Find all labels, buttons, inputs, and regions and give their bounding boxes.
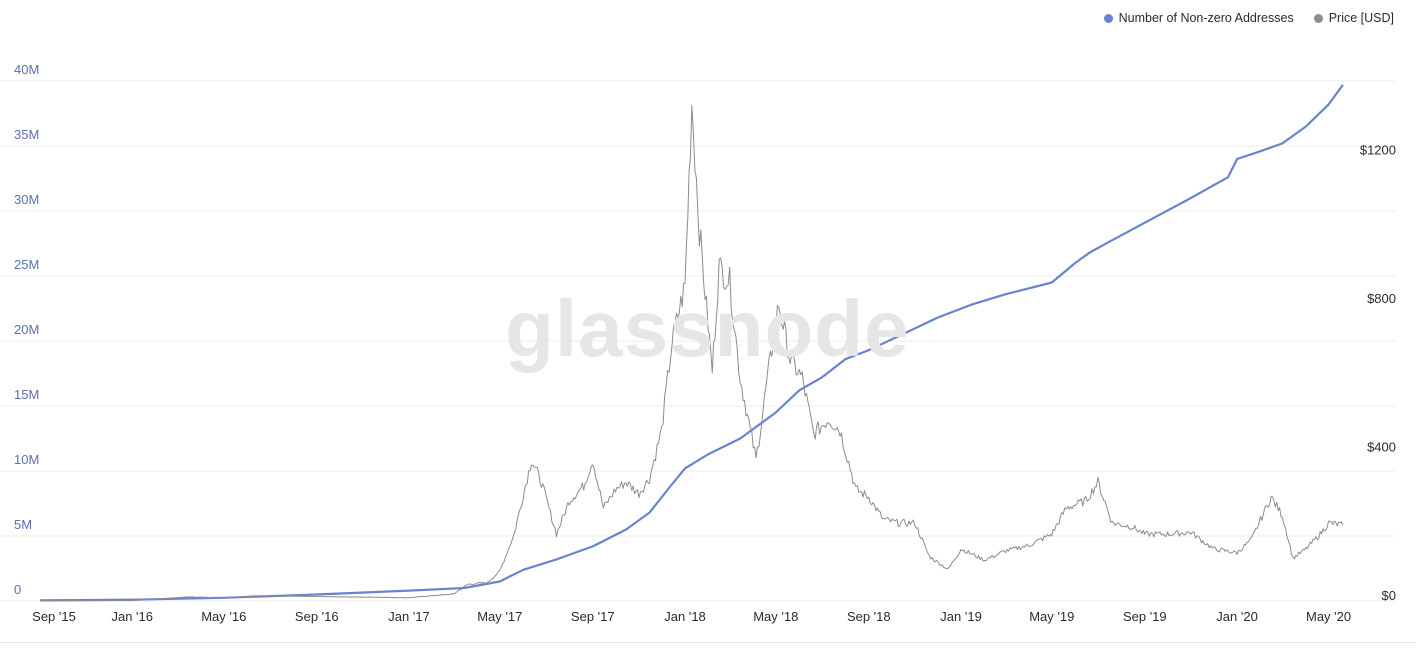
x-tick-label: Sep '16 bbox=[295, 609, 339, 624]
x-tick-label: Sep '17 bbox=[571, 609, 615, 624]
legend-label-addresses: Number of Non-zero Addresses bbox=[1118, 11, 1294, 25]
left-tick-label: 30M bbox=[14, 192, 39, 207]
left-tick-label: 35M bbox=[14, 127, 39, 142]
x-tick-label: May '18 bbox=[753, 609, 798, 624]
x-axis: Sep '15 Jan '16 May '16 Sep '16 Jan '17 May '… bbox=[32, 609, 1351, 624]
left-tick-label: 5M bbox=[14, 517, 32, 532]
x-tick-label: May '20 bbox=[1306, 609, 1351, 624]
x-tick-label: Sep '15 bbox=[32, 609, 76, 624]
right-tick-label: $0 bbox=[1382, 588, 1396, 603]
legend-dot-price bbox=[1313, 13, 1323, 23]
left-axis: 0 5M 10M 15M 20M 25M 30M 35M 40M bbox=[14, 62, 39, 597]
legend-dot-addresses bbox=[1103, 13, 1113, 23]
watermark-logo: glassnode bbox=[505, 284, 910, 373]
left-tick-label: 40M bbox=[14, 62, 39, 77]
left-tick-label: 0 bbox=[14, 582, 21, 597]
x-tick-label: May '16 bbox=[201, 609, 246, 624]
right-tick-label: $400 bbox=[1367, 439, 1396, 454]
series-line-addresses bbox=[39, 84, 1344, 602]
left-tick-label: 10M bbox=[14, 452, 39, 467]
left-tick-label: 25M bbox=[14, 257, 39, 272]
series-lines bbox=[39, 84, 1344, 602]
x-tick-label: May '17 bbox=[477, 609, 522, 624]
right-tick-label: $1200 bbox=[1360, 142, 1396, 157]
x-tick-label: Jan '19 bbox=[940, 609, 982, 624]
left-tick-label: 15M bbox=[14, 387, 39, 402]
legend-label-price: Price [USD] bbox=[1328, 11, 1394, 25]
legend-item-addresses[interactable]: Number of Non-zero Addresses bbox=[1103, 11, 1294, 25]
legend: Number of Non-zero Addresses Price [USD] bbox=[1103, 11, 1394, 25]
left-tick-label: 20M bbox=[14, 322, 39, 337]
gridlines bbox=[0, 80, 1396, 602]
x-tick-label: Jan '18 bbox=[664, 609, 706, 624]
series-line-price bbox=[40, 105, 1344, 602]
x-tick-label: May '19 bbox=[1029, 609, 1074, 624]
x-tick-label: Jan '16 bbox=[111, 609, 153, 624]
right-tick-label: $800 bbox=[1367, 291, 1396, 306]
legend-item-price[interactable]: Price [USD] bbox=[1313, 11, 1394, 25]
x-tick-label: Sep '19 bbox=[1123, 609, 1167, 624]
x-tick-label: Jan '17 bbox=[388, 609, 430, 624]
right-axis: $0 $400 $800 $1200 bbox=[1360, 142, 1396, 603]
x-tick-label: Sep '18 bbox=[847, 609, 891, 624]
bottom-divider bbox=[0, 642, 1416, 643]
x-tick-label: Jan '20 bbox=[1216, 609, 1258, 624]
